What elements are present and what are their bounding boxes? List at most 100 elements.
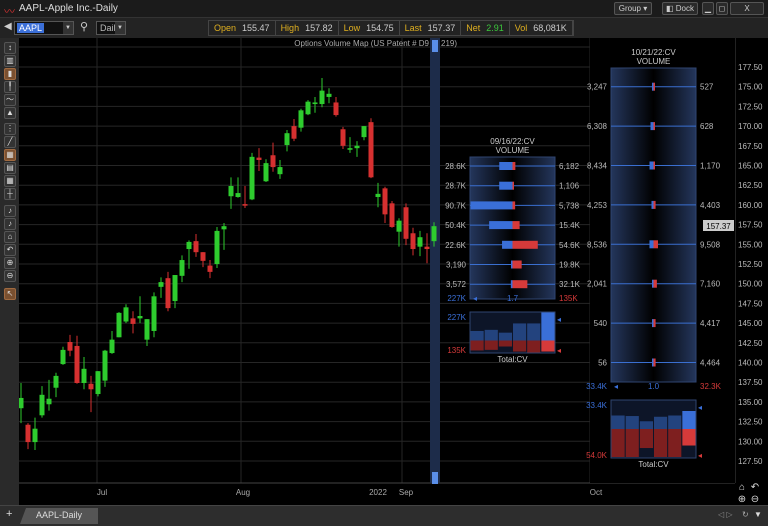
price-tick-label: 157.50 (738, 221, 763, 230)
fib-icon[interactable]: ▤ (4, 162, 16, 174)
zoom-out-icon[interactable]: ⊖ (4, 270, 16, 282)
candle (130, 311, 136, 334)
ohlc-icon[interactable]: ╿ (4, 81, 16, 93)
candle-body (284, 133, 290, 146)
history-puts-bar (527, 340, 541, 353)
candle (396, 218, 402, 247)
undo-icon[interactable]: ↶ (4, 244, 16, 256)
puts-marker-icon: ◂ (557, 346, 561, 355)
column-handle-bottom (432, 472, 438, 484)
minimize-button[interactable]: ▁ (702, 2, 714, 15)
chevron-down-icon[interactable]: ▼ (63, 22, 73, 34)
scroll-left-icon[interactable]: ◁ ▷ (718, 510, 733, 519)
undo-icon[interactable]: ↶ (751, 482, 759, 493)
candle (32, 417, 38, 450)
candle (277, 159, 283, 179)
candle-body (326, 93, 332, 97)
window-title: AAPL-Apple Inc.-Daily (19, 3, 118, 14)
line-icon[interactable]: 〜 (4, 94, 16, 106)
puts-volume-label: 4,464 (700, 359, 721, 368)
candle-body (298, 110, 304, 128)
back-arrow-icon[interactable]: ◀ (4, 21, 12, 32)
stat-label: Last (404, 23, 422, 33)
area-icon[interactable]: ▲ (4, 107, 16, 119)
candle-body (67, 342, 73, 351)
candle-body (312, 102, 318, 105)
close-button[interactable]: X (730, 2, 764, 15)
candle-chart-2-icon[interactable]: ▮ (4, 68, 16, 80)
calls-volume-bar (652, 358, 654, 367)
history-calls-bar (682, 411, 696, 429)
add-tab-button[interactable]: + (6, 508, 13, 520)
candle (291, 119, 297, 142)
candle-body (347, 148, 353, 150)
table-icon[interactable]: ▦ (4, 175, 16, 187)
note-icon[interactable]: ♪ (4, 218, 16, 230)
menu-down-icon[interactable]: ▼ (754, 510, 762, 519)
refresh-icon[interactable]: ↻ (742, 510, 749, 519)
bar-chart-icon[interactable]: ↕ (4, 42, 16, 54)
map-row (470, 240, 555, 249)
map-header: VOLUME (637, 57, 671, 66)
total-calls-label: 227K (447, 294, 466, 303)
puts-volume-label: 32.1K (559, 280, 581, 289)
dock-button[interactable]: ◧ Dock (662, 2, 698, 15)
candle (95, 371, 101, 397)
candle (249, 152, 255, 201)
zoom-in-icon[interactable]: ⊕ (4, 257, 16, 269)
calls-volume-bar (511, 260, 513, 269)
price-tick-label: 160.00 (738, 201, 763, 210)
tab-aapl-daily[interactable]: AAPL-Daily (20, 508, 99, 524)
candle-body (410, 233, 416, 250)
candle-body (109, 339, 115, 354)
chevron-down-icon[interactable]: ▼ (115, 22, 125, 34)
candle-body (172, 275, 178, 302)
candle (18, 382, 24, 424)
zoom-out-icon[interactable]: ⊖ (751, 494, 759, 505)
candle (270, 142, 276, 172)
search-icon[interactable]: ⚲ (80, 21, 89, 33)
calls-volume-bar (652, 319, 654, 328)
candle-body (193, 241, 199, 253)
calls-volume-label: 540 (594, 319, 608, 328)
annotation-icon[interactable]: ♪ (4, 205, 16, 217)
history-calls-bar (625, 416, 639, 429)
pointer-icon[interactable]: ↖ (4, 288, 16, 300)
home-icon[interactable]: ⌂ (739, 482, 745, 493)
puts-volume-bar (653, 358, 656, 367)
history-puts-bar (625, 429, 639, 457)
history-puts-bar (513, 340, 527, 352)
candle (305, 100, 311, 116)
candle-body (130, 318, 136, 324)
puts-volume-bar (512, 240, 538, 249)
candle (74, 335, 80, 384)
candle-body (431, 226, 437, 242)
puts-volume-bar (653, 161, 655, 170)
interval-value: Daily (100, 23, 121, 33)
group-button[interactable]: Group ▾ (614, 2, 652, 15)
candle (144, 319, 150, 346)
puts-volume-bar (653, 319, 656, 328)
interval-select[interactable]: Daily ▼ (96, 21, 126, 35)
trendline-icon[interactable]: ╱ (4, 136, 16, 148)
drawing-toolbar: ↕ ▥ ▮ ╿ 〜 ▲ ⋮ ╱ ▦ ▤ ▦ ┼ ♪ ♪ ⌂ ↶ ⊕ ⊖ ↖ (0, 38, 19, 505)
candle-body (74, 345, 80, 383)
stat-value: 154.75 (366, 23, 394, 33)
history-puts-bar (498, 340, 512, 347)
horizontal-line-icon[interactable]: ┼ (4, 188, 16, 200)
maximize-button[interactable]: ◻ (716, 2, 728, 15)
candle-body (221, 226, 227, 230)
candle (102, 349, 108, 387)
home-icon[interactable]: ⌂ (4, 231, 16, 243)
last-price-value: 157.37 (706, 222, 731, 231)
puts-volume-label: 4,403 (700, 201, 721, 210)
symbol-input[interactable]: AAPL ▼ (14, 21, 74, 35)
candle (60, 346, 66, 365)
zoom-in-icon[interactable]: ⊕ (738, 494, 746, 505)
grid-icon[interactable]: ▦ (4, 149, 16, 161)
crosshair-icon[interactable]: ⋮ (4, 123, 16, 135)
stat-value: 157.82 (305, 23, 333, 33)
candle-chart-icon[interactable]: ▥ (4, 55, 16, 67)
candle-body (277, 167, 283, 175)
